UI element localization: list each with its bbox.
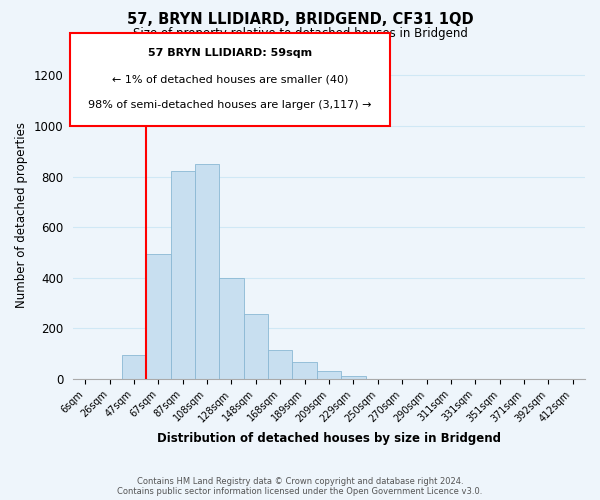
Bar — [146, 254, 170, 379]
Bar — [195, 164, 220, 379]
Y-axis label: Number of detached properties: Number of detached properties — [15, 122, 28, 308]
Text: ← 1% of detached houses are smaller (40): ← 1% of detached houses are smaller (40) — [112, 74, 349, 84]
Text: 57 BRYN LLIDIARD: 59sqm: 57 BRYN LLIDIARD: 59sqm — [148, 48, 313, 58]
Bar — [220, 278, 244, 379]
Bar — [122, 355, 146, 379]
Text: Contains HM Land Registry data © Crown copyright and database right 2024.: Contains HM Land Registry data © Crown c… — [137, 476, 463, 486]
Bar — [244, 314, 268, 379]
Bar — [292, 362, 317, 379]
Bar — [268, 350, 292, 379]
Text: Contains public sector information licensed under the Open Government Licence v3: Contains public sector information licen… — [118, 486, 482, 496]
Bar — [341, 376, 365, 379]
X-axis label: Distribution of detached houses by size in Bridgend: Distribution of detached houses by size … — [157, 432, 501, 445]
Text: 98% of semi-detached houses are larger (3,117) →: 98% of semi-detached houses are larger (… — [88, 100, 372, 110]
Bar — [317, 372, 341, 379]
Text: Size of property relative to detached houses in Bridgend: Size of property relative to detached ho… — [133, 28, 467, 40]
Bar — [170, 172, 195, 379]
Text: 57, BRYN LLIDIARD, BRIDGEND, CF31 1QD: 57, BRYN LLIDIARD, BRIDGEND, CF31 1QD — [127, 12, 473, 28]
